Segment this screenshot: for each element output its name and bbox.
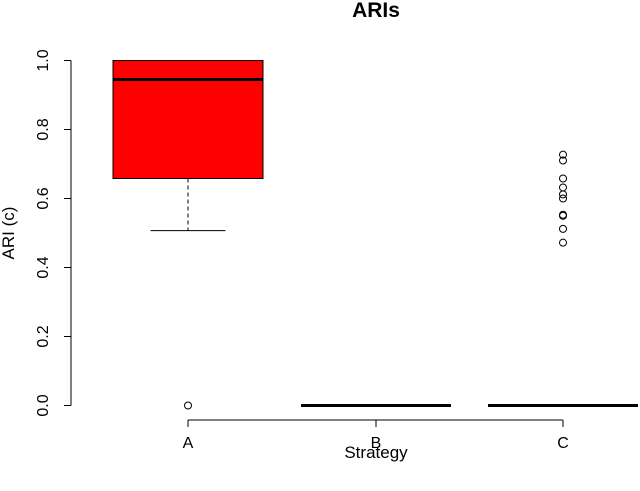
y-axis: 0.0 0.2 0.4 0.6 0.8 1.0 bbox=[35, 49, 72, 417]
x-tick-label: B bbox=[371, 435, 382, 452]
outlier-point bbox=[559, 194, 567, 203]
chart-title: ARIs bbox=[352, 0, 400, 22]
outlier-point bbox=[559, 183, 567, 192]
x-axis-label: Strategy bbox=[344, 443, 408, 462]
y-tick-label: 0.2 bbox=[35, 325, 52, 347]
y-tick-label: 0.6 bbox=[35, 187, 52, 209]
boxes-group bbox=[112, 60, 638, 410]
outlier-point bbox=[184, 401, 192, 410]
outlier-point bbox=[559, 174, 567, 183]
box-C bbox=[488, 150, 638, 407]
x-axis: A B C bbox=[183, 419, 569, 452]
y-tick-label: 0.8 bbox=[35, 118, 52, 140]
y-tick-label: 0.0 bbox=[35, 394, 52, 416]
outlier-point bbox=[559, 150, 567, 159]
y-tick-label: 1.0 bbox=[35, 49, 52, 71]
box-A bbox=[112, 60, 264, 410]
x-tick-label: A bbox=[183, 435, 194, 452]
y-axis-label: ARI (c) bbox=[0, 207, 18, 260]
outlier-point bbox=[559, 190, 567, 199]
x-tick-label: C bbox=[557, 435, 569, 452]
outlier-point bbox=[559, 156, 567, 165]
outlier-point bbox=[559, 238, 567, 247]
y-tick-label: 0.4 bbox=[35, 256, 52, 278]
outlier-point bbox=[559, 211, 567, 220]
outlier-point bbox=[559, 224, 567, 233]
